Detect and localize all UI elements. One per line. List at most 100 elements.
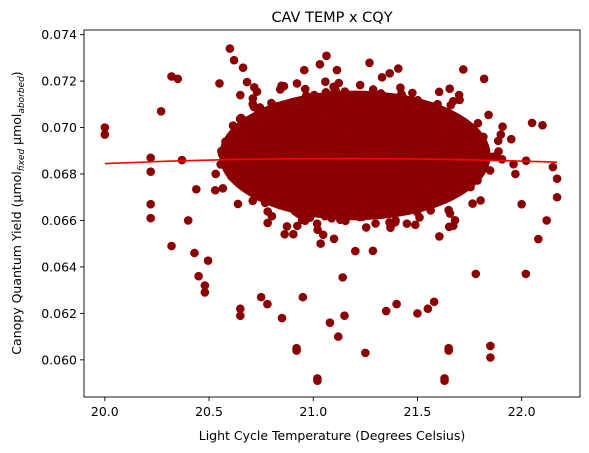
scatter-point: [430, 132, 439, 142]
scatter-point: [237, 160, 247, 170]
scatter-point: [300, 216, 310, 226]
scatter-point: [301, 91, 311, 100]
scatter-point: [328, 142, 337, 152]
scatter-point: [429, 143, 439, 153]
y-tick-label: 0.064: [41, 259, 77, 274]
scatter-point: [256, 292, 266, 302]
scatter-point: [338, 273, 347, 282]
scatter-point: [277, 81, 286, 91]
x-tick-label: 22.0: [508, 404, 536, 419]
scatter-point: [292, 106, 301, 115]
scatter-point: [325, 121, 335, 130]
scatter-point: [228, 156, 238, 166]
scatter-point: [356, 184, 365, 193]
scatter-point: [167, 241, 176, 251]
y-tick-label: 0.062: [41, 306, 77, 321]
scatter-point: [390, 208, 400, 218]
scatter-point: [236, 304, 245, 314]
scatter-point: [355, 149, 364, 158]
scatter-point: [308, 182, 318, 191]
scatter-point: [275, 200, 285, 210]
scatter-point: [313, 145, 322, 155]
scatter-point: [192, 184, 201, 194]
scatter-point: [365, 58, 374, 68]
scatter-point: [211, 169, 220, 179]
scatter-point: [328, 132, 338, 141]
scatter-point: [312, 219, 322, 228]
scatter-point: [385, 69, 395, 78]
scatter-point: [417, 197, 426, 207]
scatter-point: [228, 121, 238, 130]
scatter-point: [292, 79, 302, 88]
scatter-point: [497, 155, 507, 164]
scatter-point: [517, 199, 526, 209]
scatter-point: [386, 181, 396, 190]
scatter-point: [538, 120, 547, 130]
scatter-point: [146, 167, 155, 176]
scatter-point: [267, 211, 277, 221]
chart-title: CAV TEMP x CQY: [271, 10, 392, 26]
scatter-point: [300, 84, 310, 94]
scatter-point: [415, 130, 425, 139]
scatter-point: [368, 91, 378, 101]
scatter-point: [450, 115, 460, 125]
y-tick-label: 0.074: [41, 27, 77, 42]
scatter-point: [376, 119, 386, 129]
scatter-point: [305, 139, 315, 148]
scatter-point: [392, 299, 401, 309]
scatter-point: [291, 176, 300, 186]
scatter-point: [402, 219, 412, 228]
scatter-point: [320, 211, 330, 221]
scatter-point: [332, 104, 341, 114]
scatter-point: [317, 121, 326, 131]
scatter-point: [264, 146, 274, 155]
scatter-point: [377, 73, 387, 82]
scatter-point: [264, 124, 273, 134]
scatter-point: [309, 98, 318, 107]
scatter-point: [382, 126, 392, 135]
scatter-point: [287, 188, 296, 198]
scatter-point: [329, 234, 339, 244]
scatter-point: [256, 175, 266, 185]
scatter-point: [338, 212, 348, 222]
scatter-point: [229, 55, 239, 65]
x-tick-label: 21.0: [299, 404, 327, 419]
scatter-point: [400, 163, 410, 172]
scatter-point: [238, 63, 248, 73]
x-axis-label: Light Cycle Temperature (Degrees Celsius…: [199, 428, 466, 443]
scatter-point: [326, 90, 336, 100]
scatter-point: [236, 311, 245, 321]
scatter-point: [293, 151, 303, 160]
scatter-point: [440, 187, 449, 196]
scatter-point: [312, 132, 322, 141]
scatter-point: [396, 149, 406, 159]
scatter-point: [444, 205, 453, 215]
scatter-point: [548, 162, 558, 172]
scatter-point: [263, 299, 272, 309]
y-tick-label: 0.068: [41, 167, 77, 182]
scatter-point: [552, 192, 562, 202]
scatter-point: [437, 132, 447, 142]
scatter-point: [273, 109, 283, 118]
scatter-point: [374, 186, 383, 195]
scatter-point: [286, 141, 296, 150]
scatter-point: [438, 117, 448, 127]
scatter-point: [345, 207, 354, 217]
scatter-point: [363, 188, 372, 198]
scatter-point: [476, 196, 485, 205]
scatter-point: [343, 184, 353, 193]
scatter-point: [294, 163, 303, 172]
scatter-point: [440, 376, 449, 386]
scatter-point: [506, 134, 516, 144]
scatter-point: [225, 44, 235, 53]
scatter-point: [400, 94, 410, 104]
scatter-point: [408, 88, 417, 98]
scatter-point: [466, 182, 475, 192]
scatter-point: [260, 167, 270, 177]
scatter-point: [382, 104, 392, 113]
scatter-point: [333, 332, 343, 341]
scatter-point: [100, 130, 110, 139]
y-tick-label: 0.060: [41, 352, 77, 367]
scatter-point: [534, 234, 543, 244]
scatter-point: [485, 166, 495, 175]
